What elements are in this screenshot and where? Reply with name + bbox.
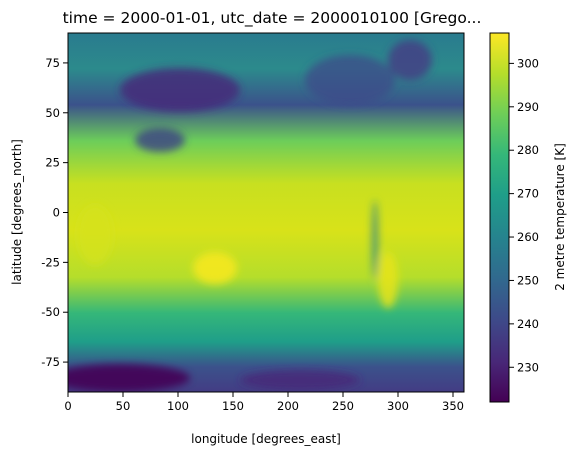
x-axis-ticks: 0 50 100 150 200 250 300 350: [64, 392, 464, 413]
x-axis-label: longitude [degrees_east]: [191, 432, 341, 446]
x-tick-label: 150: [222, 399, 244, 413]
cold-region-siberia: [120, 68, 240, 112]
andes-cold-strip: [372, 200, 378, 280]
y-tick-label: -75: [41, 355, 60, 369]
colorbar-tick-label: 230: [517, 360, 539, 374]
hot-region-south-america: [378, 252, 398, 308]
x-tick-label: 300: [387, 399, 409, 413]
y-tick-label: 25: [45, 156, 60, 170]
y-tick-label: -25: [41, 255, 60, 269]
chart-title: time = 2000-01-01, utc_date = 2000010100…: [63, 9, 482, 28]
colorbar: [489, 32, 510, 403]
colorbar-tick-label: 240: [517, 317, 539, 331]
x-tick-label: 250: [332, 399, 354, 413]
y-axis-label: latitude [degrees_north]: [10, 139, 24, 285]
hot-region-australia: [193, 252, 237, 284]
colorbar-tick-label: 300: [517, 56, 539, 70]
colorbar-tick-label: 260: [517, 230, 539, 244]
colorbar-label: 2 metre temperature [K]: [553, 143, 567, 291]
colorbar-tick-label: 290: [517, 100, 539, 114]
colorbar-tick-label: 250: [517, 273, 539, 287]
x-tick-label: 50: [116, 399, 131, 413]
hot-region-africa: [77, 205, 113, 265]
x-tick-label: 200: [277, 399, 299, 413]
x-tick-label: 100: [167, 399, 189, 413]
heatmap-image: [68, 33, 464, 392]
x-tick-label: 350: [442, 399, 464, 413]
cold-region-antarctica-west: [68, 364, 190, 392]
cold-region-north-america: [305, 55, 395, 105]
y-axis-ticks: -75 -50 -25 0 25 50 75: [41, 56, 68, 369]
y-tick-label: 0: [53, 206, 60, 220]
colorbar-tick-label: 280: [517, 143, 539, 157]
cold-region-antarctica-east: [240, 370, 360, 390]
x-tick-label: 0: [64, 399, 71, 413]
y-tick-label: -50: [41, 305, 60, 319]
y-tick-label: 75: [45, 56, 60, 70]
colorbar-ticks: 230 240 250 260 270 280 290 300: [509, 56, 539, 374]
cold-region-greenland: [388, 40, 432, 80]
cold-region-central-asia: [135, 128, 185, 152]
colorbar-tick-label: 270: [517, 187, 539, 201]
y-tick-label: 50: [45, 106, 60, 120]
